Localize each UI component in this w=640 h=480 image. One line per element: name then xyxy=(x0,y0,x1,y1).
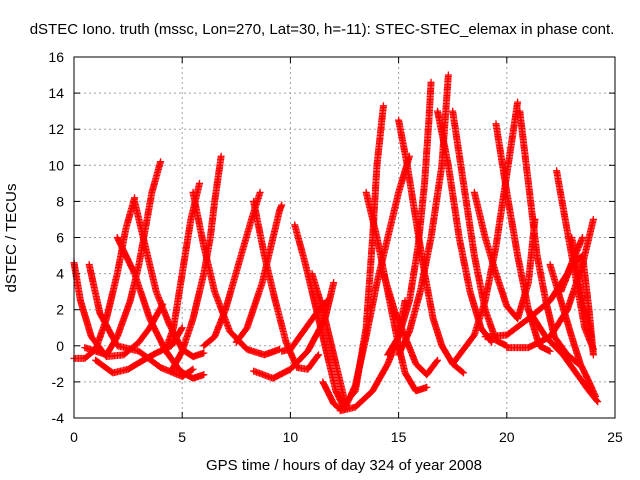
x-axis-title: GPS time / hours of day 324 of year 2008 xyxy=(206,457,482,474)
y-tick-label: -4 xyxy=(52,410,65,426)
series-track-15 xyxy=(291,221,348,413)
x-tick-label: 25 xyxy=(607,429,623,445)
y-tick-label: 0 xyxy=(56,338,64,354)
y-axis-title: dSTEC / TECUs xyxy=(3,184,20,293)
series-markers xyxy=(524,306,602,406)
series-markers xyxy=(449,98,522,368)
series-track-9 xyxy=(131,197,208,361)
series-track-17 xyxy=(308,270,348,404)
chart-title: dSTEC Iono. truth (mssc, Lon=270, Lat=30… xyxy=(30,21,615,38)
series-track-10 xyxy=(189,188,284,359)
series-markers xyxy=(308,270,348,404)
y-tick-label: 8 xyxy=(56,193,64,209)
x-tick-label: 15 xyxy=(391,429,407,445)
x-tick-label: 10 xyxy=(283,429,299,445)
series-track-31 xyxy=(516,107,582,368)
y-tick-label: 10 xyxy=(48,157,64,173)
series-track-38 xyxy=(557,252,597,359)
x-tick-label: 0 xyxy=(70,429,78,445)
series-markers xyxy=(516,107,582,368)
series-track-36 xyxy=(524,306,602,406)
series-markers xyxy=(546,261,600,400)
series-markers xyxy=(250,197,323,373)
series-markers xyxy=(131,197,208,361)
series-track-13 xyxy=(250,197,323,373)
x-tick-label: 5 xyxy=(178,429,186,445)
series-markers xyxy=(557,252,597,359)
tick-labels: 0 5 10 15 20 25 -4 -2 0 2 4 6 8 10 12 14 16 xyxy=(48,49,623,445)
plot-frame xyxy=(73,56,616,419)
series-track-37 xyxy=(546,261,600,400)
y-tick-label: 4 xyxy=(56,266,64,282)
x-tick-label: 20 xyxy=(499,429,515,445)
y-tick-label: -2 xyxy=(52,374,65,390)
y-tick-label: 6 xyxy=(56,230,64,246)
series-track-3 xyxy=(70,194,139,362)
y-tick-label: 16 xyxy=(48,49,64,65)
series-markers xyxy=(70,194,139,362)
series-markers xyxy=(291,221,348,413)
series-markers xyxy=(189,188,284,359)
y-tick-label: 12 xyxy=(48,121,64,137)
series-markers xyxy=(395,116,468,377)
series-track-25 xyxy=(395,116,468,377)
y-tick-label: 14 xyxy=(48,85,64,101)
data-points xyxy=(70,71,602,415)
y-tick-label: 2 xyxy=(56,302,64,318)
series-track-28 xyxy=(449,98,522,368)
